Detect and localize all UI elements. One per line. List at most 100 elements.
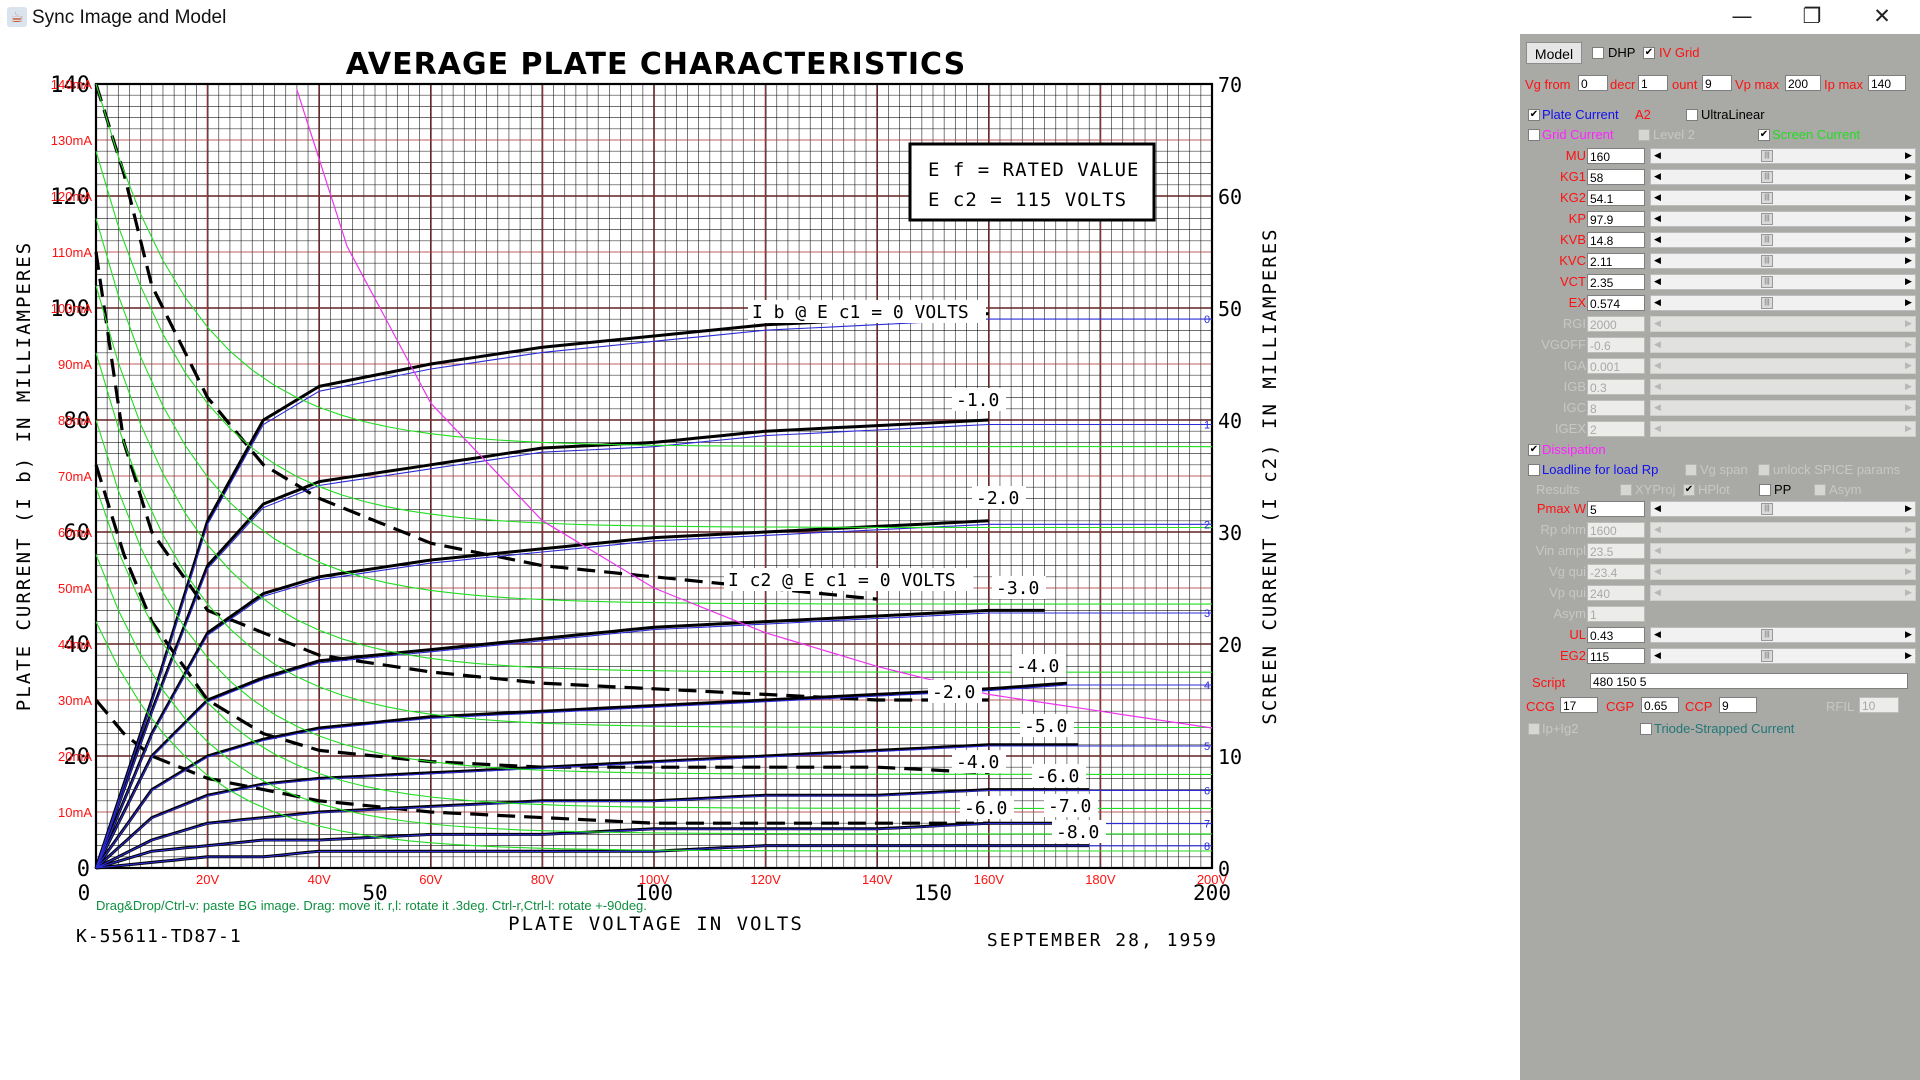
model-button[interactable]: Model (1526, 42, 1582, 64)
scroll-left-arrow-icon[interactable]: ◀ (1654, 403, 1661, 413)
param2-slider-vp-qui[interactable]: ◀ ▶ (1650, 585, 1916, 601)
count-field[interactable]: 9 (1702, 75, 1732, 91)
slider-thumb[interactable]: ||| (1761, 503, 1773, 515)
param-slider-vgoff[interactable]: ◀ ▶ (1650, 337, 1916, 353)
grid-current-checkbox[interactable] (1528, 129, 1540, 141)
scroll-right-arrow-icon[interactable]: ▶ (1905, 340, 1912, 350)
scroll-right-arrow-icon[interactable]: ▶ (1905, 567, 1912, 577)
close-button[interactable]: ✕ (1873, 4, 1891, 28)
param-slider-igex[interactable]: ◀ ▶ (1650, 421, 1916, 437)
ultralinear-checkbox[interactable] (1686, 109, 1698, 121)
scroll-left-arrow-icon[interactable]: ◀ (1654, 277, 1661, 287)
scroll-right-arrow-icon[interactable]: ▶ (1905, 151, 1912, 161)
decr-field[interactable]: 1 (1638, 75, 1668, 91)
slider-thumb[interactable]: ||| (1761, 171, 1773, 183)
param-field-igex[interactable]: 2 (1587, 421, 1645, 437)
param2-field-pmax-w[interactable]: 5 (1587, 501, 1645, 517)
rfil-field[interactable]: 10 (1859, 697, 1899, 713)
scroll-left-arrow-icon[interactable]: ◀ (1654, 651, 1661, 661)
scroll-left-arrow-icon[interactable]: ◀ (1654, 525, 1661, 535)
param-slider-igc[interactable]: ◀ ▶ (1650, 400, 1916, 416)
scroll-right-arrow-icon[interactable]: ▶ (1905, 361, 1912, 371)
param-field-mu[interactable]: 160 (1587, 148, 1645, 164)
param-field-kvc[interactable]: 2.11 (1587, 253, 1645, 269)
scroll-left-arrow-icon[interactable]: ◀ (1654, 630, 1661, 640)
param-field-vct[interactable]: 2.35 (1587, 274, 1645, 290)
minimize-button[interactable]: — (1731, 4, 1753, 28)
param-field-vgoff[interactable]: -0.6 (1587, 337, 1645, 353)
slider-thumb[interactable]: ||| (1761, 255, 1773, 267)
slider-thumb[interactable]: ||| (1761, 650, 1773, 662)
param-slider-iga[interactable]: ◀ ▶ (1650, 358, 1916, 374)
hplot-checkbox[interactable]: ✔ (1683, 484, 1695, 496)
param-slider-kp[interactable]: ◀ ||| ▶ (1650, 211, 1916, 227)
scroll-left-arrow-icon[interactable]: ◀ (1654, 504, 1661, 514)
scroll-left-arrow-icon[interactable]: ◀ (1654, 546, 1661, 556)
scroll-right-arrow-icon[interactable]: ▶ (1905, 277, 1912, 287)
slider-thumb[interactable]: ||| (1761, 297, 1773, 309)
scroll-right-arrow-icon[interactable]: ▶ (1905, 630, 1912, 640)
scroll-right-arrow-icon[interactable]: ▶ (1905, 424, 1912, 434)
scroll-left-arrow-icon[interactable]: ◀ (1654, 361, 1661, 371)
characteristics-chart[interactable]: AVERAGE PLATE CHARACTERISTICS E f = RATED… (0, 34, 1520, 1080)
scroll-right-arrow-icon[interactable]: ▶ (1905, 588, 1912, 598)
slider-thumb[interactable]: ||| (1761, 276, 1773, 288)
param-slider-vct[interactable]: ◀ ||| ▶ (1650, 274, 1916, 290)
scroll-right-arrow-icon[interactable]: ▶ (1905, 256, 1912, 266)
xyproj-checkbox[interactable] (1620, 484, 1632, 496)
param2-slider-ul[interactable]: ◀ ||| ▶ (1650, 627, 1916, 643)
scroll-left-arrow-icon[interactable]: ◀ (1654, 567, 1661, 577)
scroll-left-arrow-icon[interactable]: ◀ (1654, 382, 1661, 392)
scroll-left-arrow-icon[interactable]: ◀ (1654, 235, 1661, 245)
scroll-left-arrow-icon[interactable]: ◀ (1654, 424, 1661, 434)
param2-field-vin-ampl[interactable]: 23.5 (1587, 543, 1645, 559)
param-slider-kvc[interactable]: ◀ ||| ▶ (1650, 253, 1916, 269)
scroll-right-arrow-icon[interactable]: ▶ (1905, 525, 1912, 535)
param2-field-asym[interactable]: 1 (1587, 606, 1645, 622)
slider-thumb[interactable]: ||| (1761, 150, 1773, 162)
scroll-right-arrow-icon[interactable]: ▶ (1905, 651, 1912, 661)
param-slider-rgi[interactable]: ◀ ▶ (1650, 316, 1916, 332)
param-field-igb[interactable]: 0.3 (1587, 379, 1645, 395)
ip-max-field[interactable]: 140 (1868, 75, 1906, 91)
scroll-right-arrow-icon[interactable]: ▶ (1905, 214, 1912, 224)
scroll-left-arrow-icon[interactable]: ◀ (1654, 214, 1661, 224)
param-field-kg2[interactable]: 54.1 (1587, 190, 1645, 206)
scroll-left-arrow-icon[interactable]: ◀ (1654, 319, 1661, 329)
slider-thumb[interactable]: ||| (1761, 192, 1773, 204)
scroll-left-arrow-icon[interactable]: ◀ (1654, 340, 1661, 350)
maximize-button[interactable]: ❐ (1802, 4, 1822, 28)
param2-field-ul[interactable]: 0.43 (1587, 627, 1645, 643)
slider-thumb[interactable]: ||| (1761, 213, 1773, 225)
vp-max-field[interactable]: 200 (1785, 75, 1821, 91)
scroll-left-arrow-icon[interactable]: ◀ (1654, 172, 1661, 182)
scroll-right-arrow-icon[interactable]: ▶ (1905, 546, 1912, 556)
param-slider-kg1[interactable]: ◀ ||| ▶ (1650, 169, 1916, 185)
slider-thumb[interactable]: ||| (1761, 234, 1773, 246)
param2-slider-pmax-w[interactable]: ◀ ||| ▶ (1650, 501, 1916, 517)
scroll-right-arrow-icon[interactable]: ▶ (1905, 403, 1912, 413)
scroll-right-arrow-icon[interactable]: ▶ (1905, 382, 1912, 392)
vg-span-checkbox[interactable] (1685, 464, 1697, 476)
param-field-ex[interactable]: 0.574 (1587, 295, 1645, 311)
scroll-left-arrow-icon[interactable]: ◀ (1654, 298, 1661, 308)
script-field[interactable]: 480 150 5 (1590, 673, 1908, 689)
param-field-rgi[interactable]: 2000 (1587, 316, 1645, 332)
scroll-right-arrow-icon[interactable]: ▶ (1905, 193, 1912, 203)
param2-field-rp-ohm[interactable]: 1600 (1587, 522, 1645, 538)
ip-ig2-checkbox[interactable] (1528, 723, 1540, 735)
plate-current-checkbox[interactable]: ✔ (1528, 109, 1540, 121)
unlock-spice-checkbox[interactable] (1758, 464, 1770, 476)
scroll-left-arrow-icon[interactable]: ◀ (1654, 151, 1661, 161)
scroll-left-arrow-icon[interactable]: ◀ (1654, 588, 1661, 598)
ccp-field[interactable]: 9 (1719, 697, 1757, 713)
iv-grid-checkbox[interactable]: ✔ (1643, 47, 1655, 59)
param-slider-kvb[interactable]: ◀ ||| ▶ (1650, 232, 1916, 248)
param-field-igc[interactable]: 8 (1587, 400, 1645, 416)
param2-field-vp-qui[interactable]: 240 (1587, 585, 1645, 601)
scroll-left-arrow-icon[interactable]: ◀ (1654, 256, 1661, 266)
scroll-left-arrow-icon[interactable]: ◀ (1654, 193, 1661, 203)
slider-thumb[interactable]: ||| (1761, 629, 1773, 641)
screen-current-checkbox[interactable]: ✔ (1758, 129, 1770, 141)
param2-slider-vg-qui[interactable]: ◀ ▶ (1650, 564, 1916, 580)
